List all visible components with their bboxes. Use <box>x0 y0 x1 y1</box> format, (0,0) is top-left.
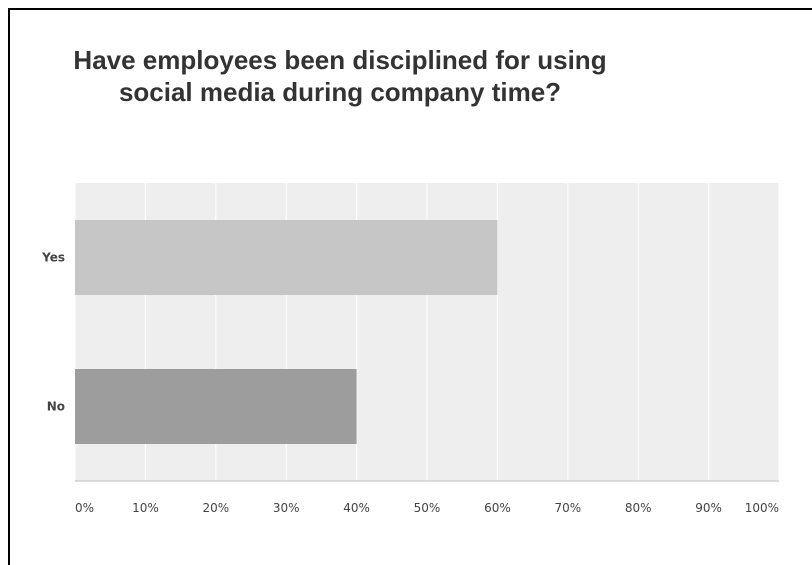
chart-title-line-1: Have employees been disciplined for usin… <box>73 45 607 75</box>
x-tick-label: 100% <box>745 501 779 515</box>
x-tick-label: 20% <box>202 501 229 515</box>
bar-no <box>75 369 357 444</box>
x-tick-labels: 0% 10% 20% 30% 40% 50% 60% 70% 80% 90% 100% <box>75 501 779 515</box>
bar-yes <box>75 220 498 295</box>
category-labels: Yes No <box>41 251 65 414</box>
bars <box>75 220 498 444</box>
chart-title-line-2: social media during company time? <box>118 77 562 107</box>
chart-title: Have employees been disciplined for usin… <box>10 44 670 108</box>
x-tick-label: 10% <box>132 501 159 515</box>
category-label-yes: Yes <box>41 251 65 265</box>
x-tick-label: 30% <box>273 501 300 515</box>
x-tick-label: 0% <box>75 501 94 515</box>
x-tick-label: 90% <box>695 501 722 515</box>
category-label-no: No <box>47 400 65 414</box>
x-tick-label: 80% <box>625 501 652 515</box>
x-tick-label: 40% <box>343 501 370 515</box>
x-tick-label: 60% <box>484 501 511 515</box>
x-tick-label: 50% <box>414 501 441 515</box>
x-tick-label: 70% <box>554 501 581 515</box>
